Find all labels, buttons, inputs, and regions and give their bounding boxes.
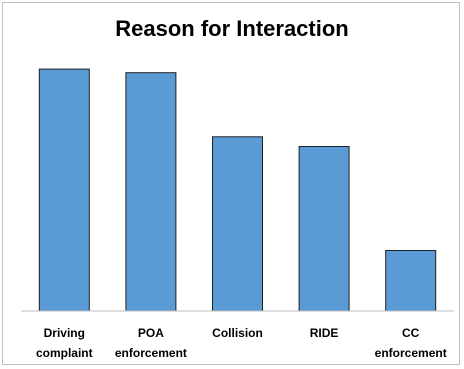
x-tick-label-1-line-1: enforcement bbox=[115, 346, 187, 360]
bar-0 bbox=[38, 68, 90, 312]
bar-1 bbox=[125, 72, 177, 312]
bars-group bbox=[38, 68, 437, 312]
x-tick-label-0: Driving complaint bbox=[36, 326, 93, 360]
x-tick-label-0-line-0: Driving bbox=[44, 326, 85, 340]
x-tick-label-2: Collision bbox=[212, 326, 263, 340]
x-tick-label-4-line-0: CC bbox=[402, 326, 420, 340]
bar-4 bbox=[385, 250, 437, 312]
x-tick-label-3-line-0: RIDE bbox=[310, 326, 339, 340]
chart-title: Reason for Interaction bbox=[115, 16, 349, 41]
x-tick-label-4-line-1: enforcement bbox=[375, 346, 447, 360]
bar-2 bbox=[212, 136, 263, 312]
bar-3 bbox=[298, 146, 350, 312]
x-tick-label-2-line-0: Collision bbox=[212, 326, 263, 340]
x-tick-label-1-line-0: POA bbox=[138, 326, 164, 340]
x-tick-label-3: RIDE bbox=[310, 326, 339, 340]
x-tick-label-4: CC enforcement bbox=[375, 326, 447, 360]
x-tick-label-1: POA enforcement bbox=[115, 326, 187, 360]
x-tick-label-0-line-1: complaint bbox=[36, 346, 93, 360]
x-tick-labels: Driving complaint POA enforcement Collision R… bbox=[36, 326, 447, 360]
